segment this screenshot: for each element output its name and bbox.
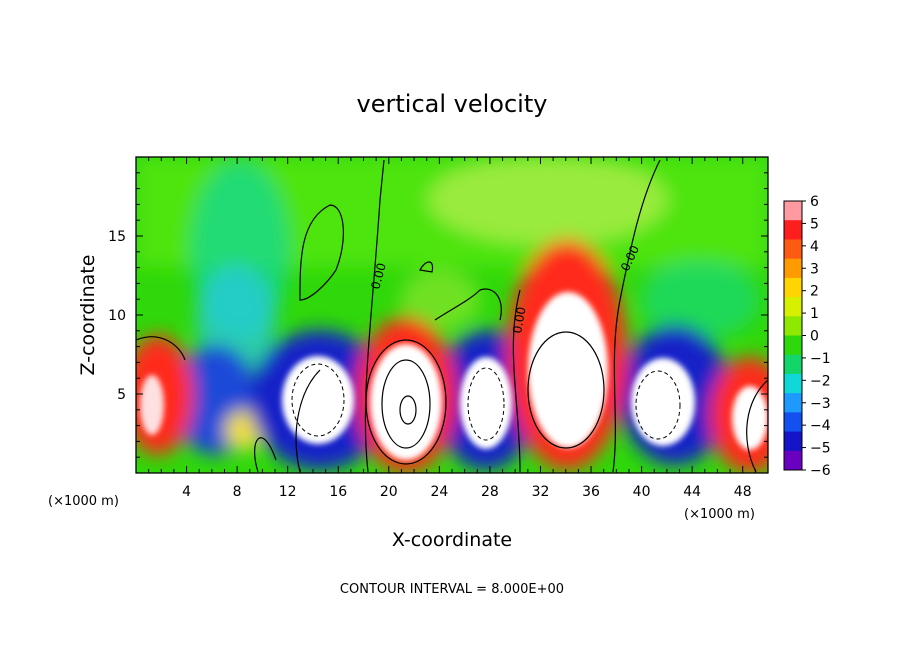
colorbar-tick-label: −6 (810, 463, 831, 479)
colorbar-tick-label: 2 (810, 284, 819, 300)
colorbar-swatch (784, 297, 802, 317)
x-axis-label: X-coordinate (392, 529, 512, 551)
x-tick-label: 36 (582, 484, 600, 500)
x-tick-label: 20 (380, 484, 398, 500)
x-tick-label: 32 (532, 484, 550, 500)
x-tick-label: 4 (182, 484, 191, 500)
colorbar-tick-label: 5 (810, 216, 819, 232)
colorbar-tick-label: 6 (810, 194, 819, 210)
x-tick-label: 16 (329, 484, 347, 500)
velocity-field: 0.00 0.00 0.00 (136, 157, 768, 473)
colorbar-tick-label: 3 (810, 261, 819, 277)
colorbar-tick-label: 1 (810, 306, 819, 322)
y-axis: 5 10 15 (108, 156, 768, 474)
contour-label-left: 0.00 (368, 261, 388, 290)
x-tick-label: 28 (481, 484, 499, 500)
colorbar-swatch (784, 412, 802, 433)
colorbar-swatch (784, 239, 802, 260)
x-tick-label: 40 (633, 484, 651, 500)
y-axis-label: Z-coordinate (77, 255, 99, 376)
colorbar-swatch (784, 431, 802, 452)
contour-interval-note: CONTOUR INTERVAL = 8.000E+00 (340, 582, 564, 597)
colorbar-swatch (784, 373, 802, 394)
y-tick-label: 10 (108, 308, 126, 324)
colorbar-tick-label: 0 (810, 329, 819, 345)
colorbar-swatch (784, 201, 802, 221)
colorbar-swatch (784, 277, 802, 298)
colorbar: 6 5 4 3 2 1 0 −1 −2 −3 −4 −5 −6 (783, 194, 831, 479)
colorbar-swatch (784, 450, 802, 471)
x-unit-left: (×1000 m) (48, 494, 119, 509)
x-unit-right: (×1000 m) (684, 507, 755, 522)
x-tick-label: 24 (430, 484, 448, 500)
colorbar-swatch (784, 220, 802, 240)
colorbar-tick-label: −4 (810, 418, 831, 434)
x-axis: 4 8 12 16 20 24 28 32 36 40 44 48 (135, 157, 769, 500)
x-tick-label: 44 (683, 484, 701, 500)
chart-title: vertical velocity (357, 90, 548, 118)
x-tick-label: 12 (279, 484, 297, 500)
colorbar-tick-label: 4 (810, 239, 819, 255)
y-tick-label: 5 (117, 387, 126, 403)
colorbar-tick-label: −1 (810, 351, 831, 367)
colorbar-swatch (784, 316, 802, 336)
colorbar-swatch (784, 335, 802, 356)
colorbar-swatch (784, 354, 802, 375)
colorbar-tick-label: −3 (810, 396, 831, 412)
colorbar-tick-label: −2 (810, 373, 831, 389)
colorbar-tick-label: −5 (810, 441, 831, 457)
colorbar-swatch (784, 258, 802, 279)
x-tick-label: 8 (233, 484, 242, 500)
x-tick-label: 48 (734, 484, 752, 500)
colorbar-swatch (784, 393, 802, 413)
contour-label-mid: 0.00 (510, 306, 528, 335)
y-tick-label: 15 (108, 229, 126, 245)
